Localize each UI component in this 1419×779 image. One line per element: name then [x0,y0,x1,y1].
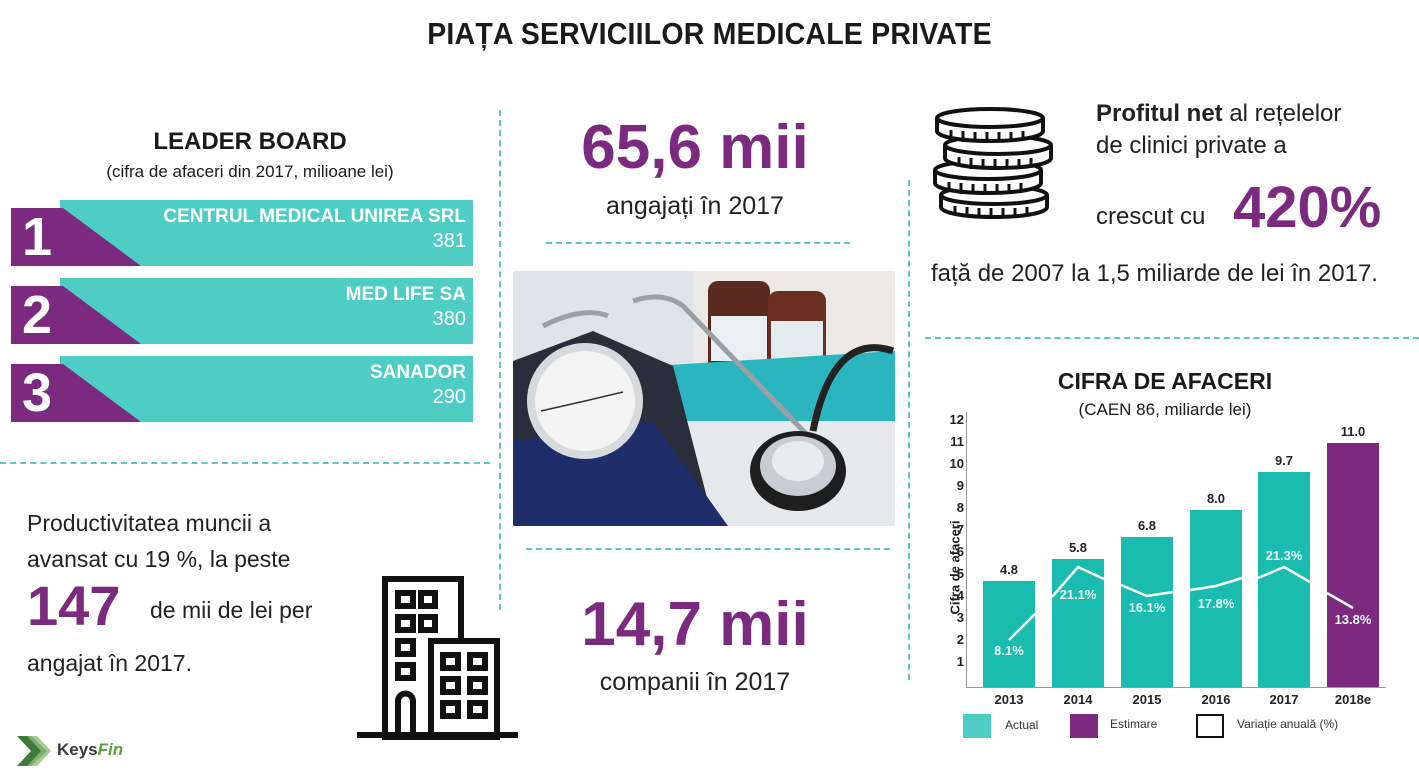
variation-label: 17.8% [1197,596,1235,611]
bar-value-label: 9.7 [1274,453,1294,468]
leaderboard-bar [60,200,473,266]
y-tick: 2 [956,632,964,647]
x-tick: 2018e [1334,692,1372,707]
productivity-line-end: angajat în 2017. [27,650,192,676]
bar-2013 [983,581,1035,687]
company-value: 290 [432,386,466,408]
x-tick: 2015 [1132,692,1162,707]
leaderboard-bar [60,356,473,422]
rank-number: 1 [22,207,53,267]
productivity-line2: avansat cu 19 %, la peste [27,546,291,572]
chart-title: CIFRA DE AFACERI [1057,368,1273,394]
legend-swatch-estimare [1070,714,1098,738]
bar-value-label: 8.0 [1206,491,1226,506]
leaderboard-item: 3 SANADOR 290 [0,356,480,422]
x-tick: 2014 [1063,692,1093,707]
leaderboard-bar [60,278,473,344]
productivity-big-number: 147 [27,574,121,637]
bar-2018e [1327,443,1379,687]
leaderboard-item: 1 CENTRUL MEDICAL UNIREA SRL 381 [0,200,480,266]
x-axis-line [966,687,1386,688]
bar-value-label: 6.8 [1137,518,1157,533]
logo-keys: Keys [57,740,98,759]
logo-fin: Fin [97,740,124,759]
bar-value-label: 11.0 [1340,424,1366,439]
coins-stack-icon [933,107,1053,220]
variation-label: 8.1% [994,643,1024,658]
bar-2017 [1258,472,1310,687]
x-tick: 2017 [1269,692,1299,707]
variation-label: 16.1% [1128,600,1166,615]
profit-big-number: 420% [1233,175,1382,240]
profit-bold: Profitul net [1096,100,1223,127]
divider-horizontal-center-top [546,242,850,244]
x-tick: 2013 [994,692,1024,707]
companies-value: 14,7 mii [581,590,809,659]
variation-label: 21.3% [1265,548,1303,563]
divider-vertical-right [908,180,910,680]
productivity-text: Productivitatea muncii a avansat cu 19 %… [27,505,367,577]
y-tick: 1 [956,654,964,669]
divider-horizontal-center-bottom [526,548,890,550]
keysfin-logo-icon [17,736,51,766]
x-tick: 2016 [1201,692,1231,707]
chart-subtitle: (CAEN 86, miliarde lei) [1078,400,1252,419]
chart-y-axis-label: Cifra de afaceri [947,520,963,615]
legend-swatch-actual [963,714,991,738]
rank-number: 2 [22,285,53,345]
bar-value-label: 5.8 [1068,540,1088,555]
y-tick: 10 [949,456,964,471]
profit-line2: de clinici private a [1096,132,1287,159]
bar-2015 [1121,537,1173,687]
rank-number: 3 [22,363,53,423]
company-value: 380 [432,308,466,330]
employees-value: 65,6 mii [581,113,809,182]
leaderboard-item: 2 MED LIFE SA 380 [0,278,480,344]
medical-photo [513,271,895,526]
leaderboard-title: LEADER BOARD [153,128,347,155]
legend-label-estimare: Estimare [1110,717,1158,731]
stethoscope-illustration [513,271,895,526]
bar-2016 [1190,510,1242,687]
legend-label-variatie: Variație anuală (%) [1237,717,1339,731]
legend-label-actual: Actual [1005,718,1039,732]
y-axis-line [966,412,967,688]
company-name: CENTRUL MEDICAL UNIREA SRL [163,206,466,227]
productivity-unit: de mii de lei per [150,597,313,623]
bar-2014 [1052,559,1104,687]
company-name: MED LIFE SA [345,284,466,305]
building-icon [357,576,518,740]
profit-text: Profitul net al rețelelor de clinici pri… [1096,98,1416,162]
variation-label: 21.1% [1059,587,1097,602]
profit-crescut: crescut cu [1096,203,1206,230]
y-tick: 8 [956,500,964,515]
employees-label: angajați în 2017 [606,192,784,220]
divider-horizontal-left [0,462,490,464]
divider-horizontal-right [925,337,1419,339]
y-tick: 11 [950,434,964,449]
company-name: SANADOR [369,362,466,383]
productivity-line1: Productivitatea muncii a [27,510,272,536]
legend-swatch-variatie [1196,714,1224,738]
profit-tail: față de 2007 la 1,5 miliarde de lei în 2… [931,260,1378,287]
page-title: PIAȚA SERVICIILOR MEDICALE PRIVATE [427,16,992,51]
leaderboard-subtitle: (cifra de afaceri din 2017, milioane lei… [106,162,394,181]
keysfin-logo: KeysFin [57,740,123,760]
divider-vertical-left [499,110,501,610]
company-value: 381 [432,230,466,252]
bar-value-label: 4.8 [999,562,1019,577]
y-tick: 9 [956,478,964,493]
profit-line1-rest: al rețelelor [1222,100,1342,127]
companies-label: companii în 2017 [599,668,791,696]
variation-label: 13.8% [1334,612,1372,627]
